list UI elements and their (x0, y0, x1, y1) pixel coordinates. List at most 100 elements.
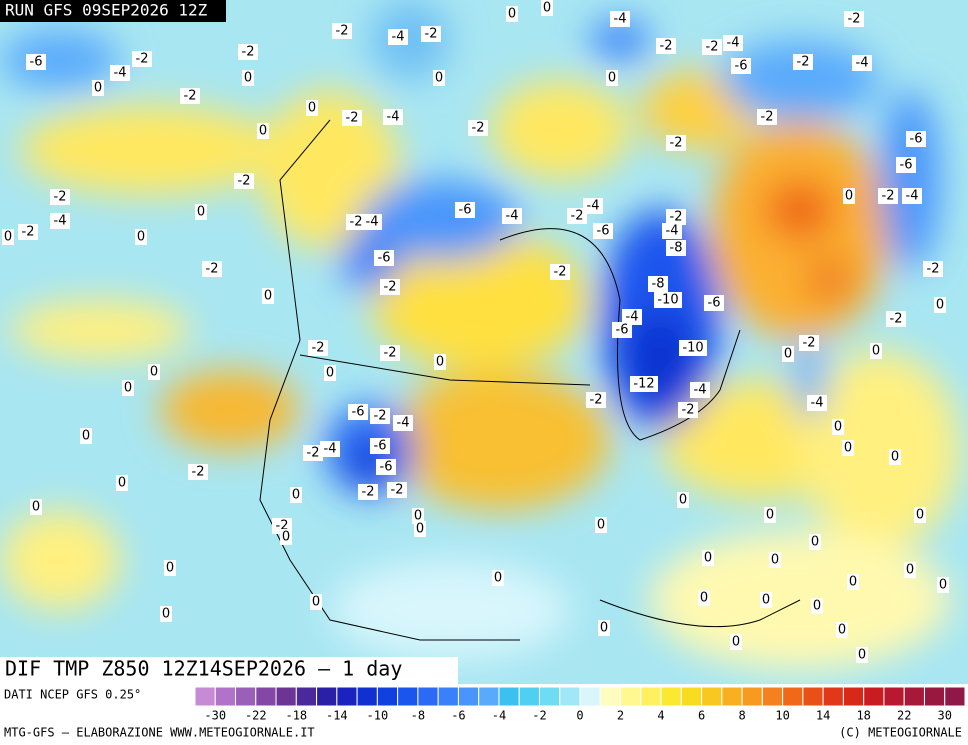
contour-label: -6 (380, 460, 393, 475)
contour-label: -4 (366, 215, 379, 230)
label-box (132, 51, 152, 67)
contour-label: -2 (184, 89, 197, 104)
contour-label: 0 (608, 71, 616, 86)
contour-label: -6 (616, 323, 629, 338)
label-box (342, 110, 362, 126)
run-label: RUN GFS 09SEP2026 12Z (5, 1, 208, 20)
contour-label: -2 (350, 215, 363, 230)
label-box (380, 279, 400, 295)
label-box (412, 508, 424, 524)
label-box (843, 188, 855, 204)
label-box (541, 0, 553, 16)
label-box (666, 135, 686, 151)
contour-label: -2 (362, 485, 375, 500)
contour-label: 0 (162, 607, 170, 622)
label-box (811, 598, 823, 614)
contour-label: 0 (838, 623, 846, 638)
label-box (764, 507, 776, 523)
contour-label: -2 (803, 336, 816, 351)
contour-label: -2 (206, 262, 219, 277)
label-box (782, 346, 794, 362)
colorbar-swatch (741, 686, 763, 707)
contour-label: 0 (597, 518, 605, 533)
colorbar-tick-label: -6 (451, 709, 465, 723)
label-box (92, 80, 104, 96)
label-box (110, 65, 130, 81)
contour-label: -12 (633, 377, 654, 392)
contour-label: -8 (652, 277, 665, 292)
contour-label: 0 (906, 563, 914, 578)
contour-label: 0 (872, 344, 880, 359)
contour-label: -6 (597, 224, 610, 239)
label-box (242, 70, 254, 86)
label-box (852, 55, 872, 71)
contour-label: -6 (900, 158, 913, 173)
contour-label: -4 (614, 12, 627, 27)
contour-label: -6 (459, 203, 472, 218)
label-box (679, 340, 707, 356)
label-box (238, 44, 258, 60)
contour-label: -2 (391, 483, 404, 498)
label-box (730, 634, 742, 650)
label-box (262, 288, 274, 304)
contour-label: 0 (771, 553, 779, 568)
contour-label: 0 (282, 530, 290, 545)
label-box (310, 594, 322, 610)
contour-label: -4 (727, 36, 740, 51)
label-box (303, 445, 323, 461)
label-box (630, 376, 658, 392)
label-box (586, 392, 606, 408)
label-box (421, 26, 441, 42)
contour-label: -2 (346, 111, 359, 126)
colorbar-tick-label: 2 (617, 709, 624, 723)
colorbar-tick-label: -30 (204, 709, 226, 723)
contour-label: 0 (244, 71, 252, 86)
map-title: DIF TMP Z850 12Z14SEP2026 – 1 day (5, 657, 402, 681)
contour-label: 0 (118, 476, 126, 491)
label-box (502, 208, 522, 224)
label-box (30, 499, 42, 515)
contour-label: -4 (811, 396, 824, 411)
contour-label: -8 (670, 241, 683, 256)
colorbar-tick-label: 22 (897, 709, 911, 723)
label-box (380, 345, 400, 361)
label-box (180, 88, 200, 104)
colorbar-swatch (802, 686, 824, 707)
contour-label: 0 (508, 7, 516, 22)
contour-label: -2 (374, 409, 387, 424)
copyright-label: (C) METEOGIORNALE (839, 726, 962, 740)
label-box (832, 419, 844, 435)
contour-label: 0 (784, 347, 792, 362)
label-box (598, 620, 610, 636)
label-box (358, 484, 378, 500)
label-box (622, 309, 642, 325)
contour-label: -2 (761, 110, 774, 125)
label-box (648, 276, 668, 292)
colorbar-swatch (761, 686, 784, 707)
colorbar-tick-label: -2 (532, 709, 546, 723)
label-box (202, 261, 222, 277)
label-box (896, 157, 916, 173)
contour-label: 0 (32, 500, 40, 515)
colorbar-swatch (214, 686, 237, 707)
contour-label: -2 (336, 24, 349, 39)
colorbar-swatch (660, 686, 682, 707)
colorbar-tick-label: -22 (245, 709, 267, 723)
contour-label: -6 (378, 251, 391, 266)
label-box (847, 574, 859, 590)
contour-label: 0 (600, 621, 608, 636)
colorbar-swatch (518, 686, 540, 707)
label-box (656, 38, 676, 54)
label-box (704, 295, 724, 311)
label-box (809, 534, 821, 550)
colorbar-swatch (944, 686, 966, 707)
colorbar-swatch (235, 686, 257, 707)
label-box (414, 521, 426, 537)
colorbar-tick-label: 10 (775, 709, 789, 723)
contour-label: 0 (435, 71, 443, 86)
contour-label: -2 (682, 403, 695, 418)
label-box (844, 11, 864, 27)
label-box (760, 592, 772, 608)
label-box (387, 482, 407, 498)
